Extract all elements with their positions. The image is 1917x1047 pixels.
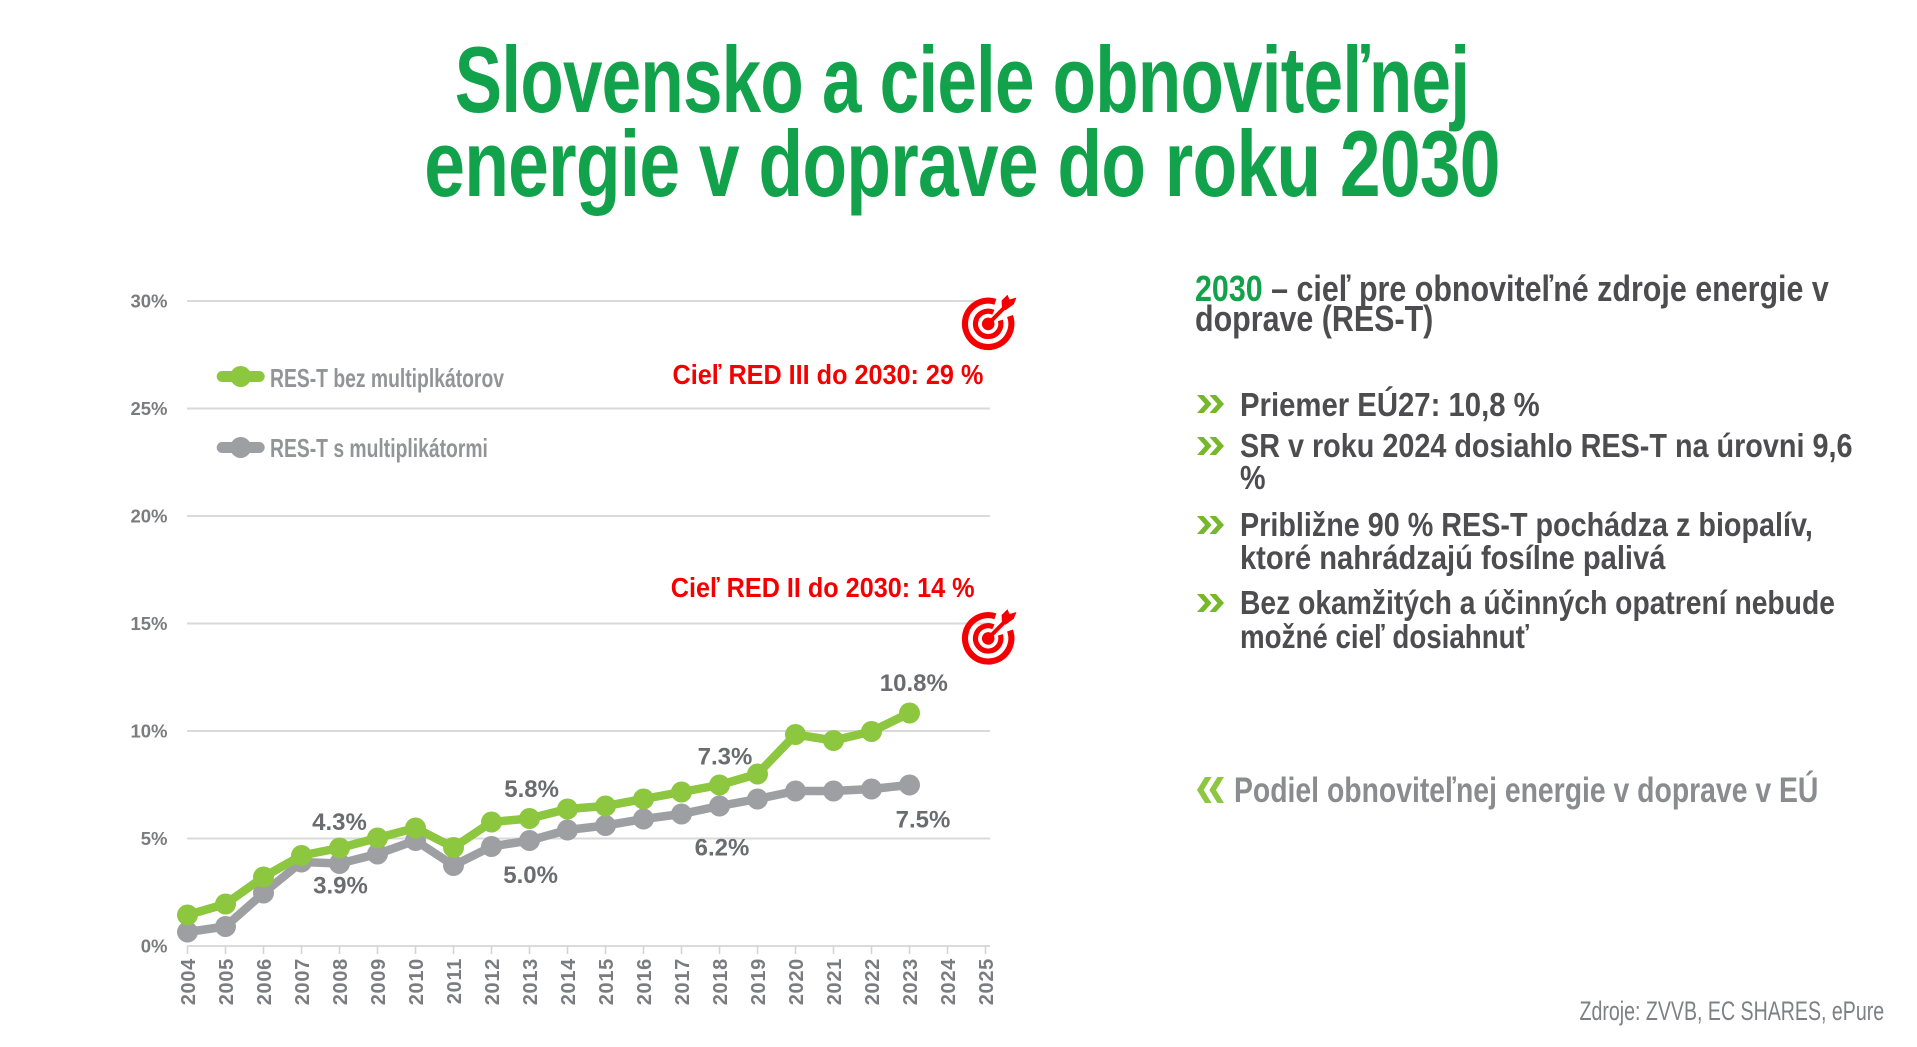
- svg-text:7.3%: 7.3%: [698, 744, 753, 771]
- svg-text:2012: 2012: [482, 958, 504, 1005]
- svg-text:2020: 2020: [786, 958, 808, 1005]
- svg-text:5%: 5%: [141, 828, 168, 849]
- svg-text:5.0%: 5.0%: [503, 862, 558, 889]
- svg-text:2017: 2017: [672, 958, 694, 1005]
- svg-text:10%: 10%: [130, 721, 167, 742]
- svg-text:2018: 2018: [710, 958, 732, 1005]
- svg-text:2016: 2016: [634, 958, 656, 1005]
- svg-text:2009: 2009: [368, 958, 390, 1005]
- svg-text:2010: 2010: [406, 958, 428, 1005]
- svg-text:2024: 2024: [938, 958, 960, 1005]
- svg-text:2025: 2025: [976, 958, 998, 1005]
- svg-text:5.8%: 5.8%: [504, 776, 559, 803]
- svg-text:3.9%: 3.9%: [313, 873, 368, 900]
- svg-text:2021: 2021: [824, 958, 846, 1005]
- svg-text:2019: 2019: [748, 958, 770, 1005]
- svg-text:2022: 2022: [862, 958, 884, 1005]
- svg-text:30%: 30%: [130, 291, 167, 312]
- svg-text:2013: 2013: [520, 958, 542, 1005]
- svg-text:2011: 2011: [444, 958, 466, 1004]
- svg-text:2015: 2015: [596, 958, 618, 1005]
- svg-text:15%: 15%: [130, 613, 167, 634]
- svg-text:2006: 2006: [254, 958, 276, 1005]
- svg-text:4.3%: 4.3%: [312, 809, 367, 836]
- svg-text:7.5%: 7.5%: [896, 807, 951, 834]
- svg-text:10.8%: 10.8%: [880, 670, 948, 697]
- svg-text:2004: 2004: [178, 958, 200, 1005]
- svg-text:2014: 2014: [558, 958, 580, 1005]
- svg-text:20%: 20%: [130, 506, 167, 527]
- svg-text:2023: 2023: [900, 958, 922, 1005]
- svg-text:2007: 2007: [292, 958, 314, 1005]
- svg-text:0%: 0%: [141, 936, 168, 957]
- svg-text:2005: 2005: [216, 958, 238, 1005]
- svg-text:25%: 25%: [130, 398, 167, 419]
- svg-text:2008: 2008: [330, 958, 352, 1005]
- svg-text:6.2%: 6.2%: [695, 835, 750, 862]
